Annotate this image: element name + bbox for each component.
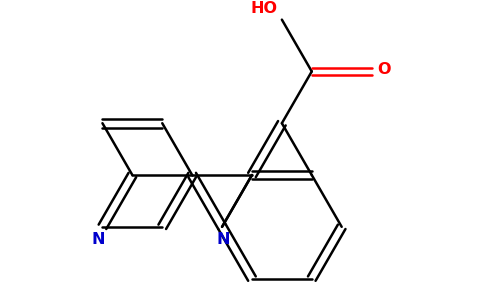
Text: N: N <box>217 232 230 247</box>
Text: HO: HO <box>251 2 278 16</box>
Text: N: N <box>91 232 105 247</box>
Text: O: O <box>377 62 391 77</box>
